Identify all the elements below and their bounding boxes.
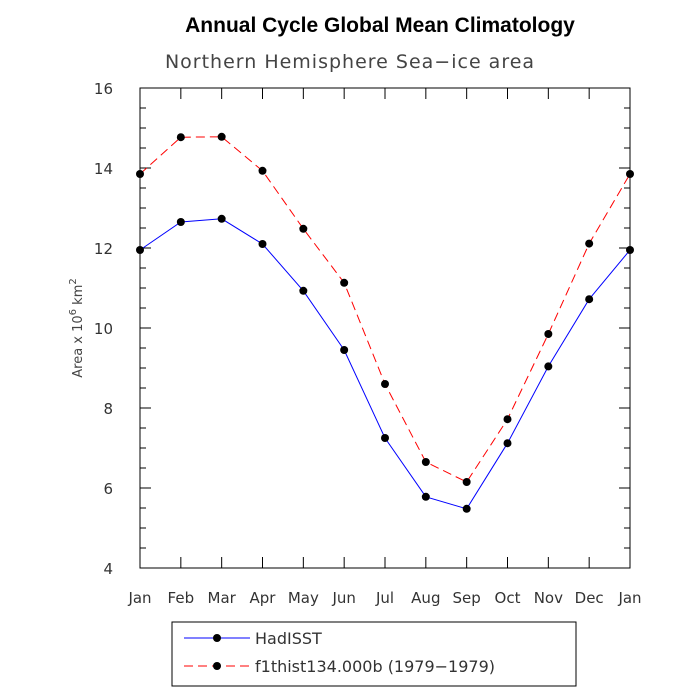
x-tick-label: Jul [375,589,394,607]
y-tick-label: 10 [94,320,113,338]
series-0-point [217,214,226,223]
series-0-point [626,246,634,254]
x-tick-label: Aug [411,589,440,607]
y-axis-label-exp1: 6 [68,309,79,315]
series-1-point [176,133,185,142]
y-tick-label: 8 [103,400,113,418]
x-tick-labels: Jan Feb Mar Apr May Jun Jul Aug Sep Oct Nov Dec Jan [127,589,641,607]
x-tick-label: Sep [453,589,481,607]
series-1-point [217,132,226,141]
series-1-point [503,415,512,424]
y-tick-label: 12 [94,240,113,258]
series-1-point [585,239,594,248]
series-1-point [299,224,308,233]
legend-marker-1 [213,662,221,670]
series-0-point [258,240,267,248]
y-tick-label: 4 [103,560,113,578]
y-axis-label-prefix: Area x 10 [71,315,86,377]
series-0-point [381,434,389,442]
series-0-point [544,362,553,371]
x-tick-label: Feb [168,589,195,607]
series-1-point [544,330,553,338]
y-tick-label: 16 [94,80,113,98]
x-tick-label: May [288,589,319,607]
y-tick-label: 6 [103,480,113,498]
y-axis-label-mid: km [71,285,86,309]
series-1-point [381,380,389,388]
x-tick-label: Jan [617,589,641,607]
x-tick-label: Jun [331,589,355,607]
series-0-point [421,492,430,501]
legend-box [171,621,577,687]
x-tick-label: Jan [127,589,151,607]
legend-label-0: HadISST [255,629,322,648]
y-tick-label: 14 [94,160,113,178]
series-0-point [340,346,349,354]
x-tick-label: Dec [575,589,604,607]
series-0-point [462,504,471,513]
series-0-point [585,295,594,304]
chart-title: Annual Cycle Global Mean Climatology [185,14,575,37]
legend: HadISST f1thist134.000b (1979−1979) [184,629,495,676]
series-1-point [421,458,430,466]
series-1-point [340,278,349,287]
series-group [136,132,634,513]
series-1-point [462,478,471,486]
series-1-point [258,166,267,175]
x-tick-label: Apr [250,589,277,607]
series-1-point [626,170,634,178]
y-axis-label-exp2: 2 [68,278,79,284]
series-1-point [136,170,144,178]
series-0-point [299,286,308,295]
series-line-0 [139,218,631,510]
series-0-point [136,246,144,254]
axis-ticks [139,87,631,569]
x-tick-label: Mar [208,589,237,607]
series-0-point [503,439,512,448]
x-tick-label: Nov [534,589,563,607]
series-0-point [176,218,185,226]
plot-frame [139,87,631,569]
chart-subtitle: Northern Hemisphere Sea−ice area [165,51,535,73]
x-tick-label: Oct [495,589,521,607]
legend-marker-0 [213,634,221,642]
series-line-1 [139,136,631,483]
y-tick-labels: 4 6 8 10 12 14 16 [94,80,113,578]
legend-label-1: f1thist134.000b (1979−1979) [255,657,495,676]
y-axis-label: Area x 106 km2 [68,278,86,378]
